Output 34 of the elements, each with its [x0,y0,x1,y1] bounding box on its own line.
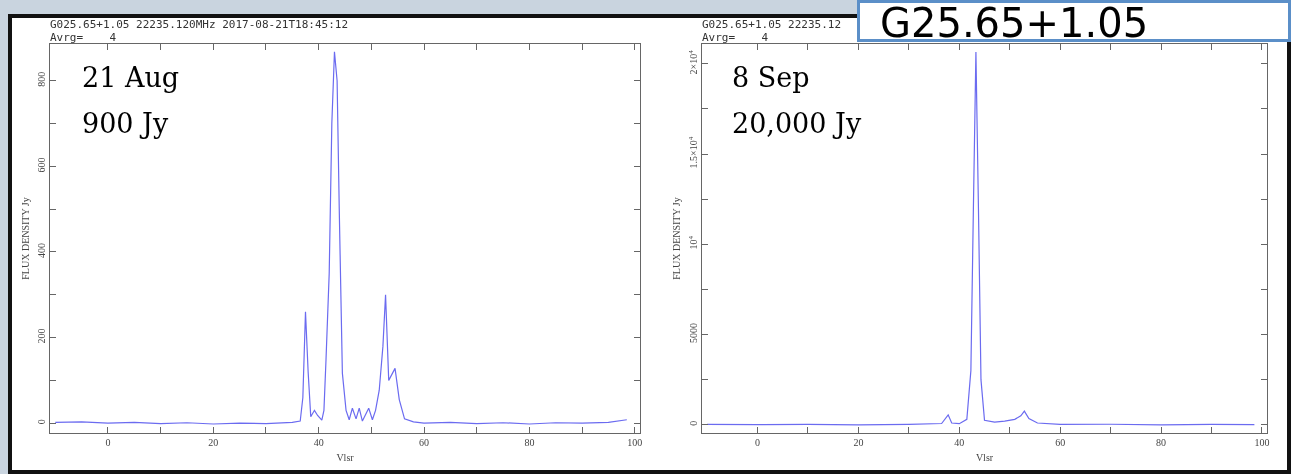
y-tick-label: 0 [36,419,47,425]
annotation: 900 Jy [82,108,169,139]
y-tick-label: 600 [36,157,47,173]
x-tick-label: 0 [105,437,111,448]
x-tick-label: 80 [1156,437,1167,448]
x-axis-title: Vlsr [975,451,994,463]
x-tick-label: 40 [954,437,965,448]
y-tick-label: 0 [688,420,699,426]
y-tick-label: 5000 [688,323,699,344]
x-tick-label: 40 [313,437,324,448]
y-axis-title: FLUX DENSITY Jy [20,197,31,280]
x-tick-label: 60 [419,437,430,448]
y-tick-label: 200 [36,328,47,344]
chart-subtitle: Avrg= 4 [50,31,117,44]
x-tick-label: 0 [754,437,760,448]
chart-title: G025.65+1.05 22235.12 [702,18,842,31]
line-series [54,51,628,425]
x-tick-label: 100 [1254,437,1270,448]
x-tick-label: 20 [853,437,864,448]
annotation: 8 Sep [732,62,810,93]
annotation: G25.65+1.05 [879,0,1150,46]
y-axis-title: FLUX DENSITY Jy [670,197,682,280]
y-tick-label: 800 [36,71,47,87]
x-tick-label: 60 [1055,437,1066,448]
x-tick-label: 100 [627,437,643,448]
y-tick-label: 400 [36,242,47,258]
chart-title: G025.65+1.05 22235.120MHz 2017-08-21T18:45:12 [50,18,349,31]
annotation: 21 Aug [82,62,180,93]
x-tick-label: 80 [524,437,535,448]
annotation: 20,000 Jy [732,108,862,139]
chart-subtitle: Avrg= 4 [702,31,769,44]
x-axis-title: Vlsr [336,451,355,463]
line-series [706,51,1255,426]
x-tick-label: 20 [208,437,219,448]
